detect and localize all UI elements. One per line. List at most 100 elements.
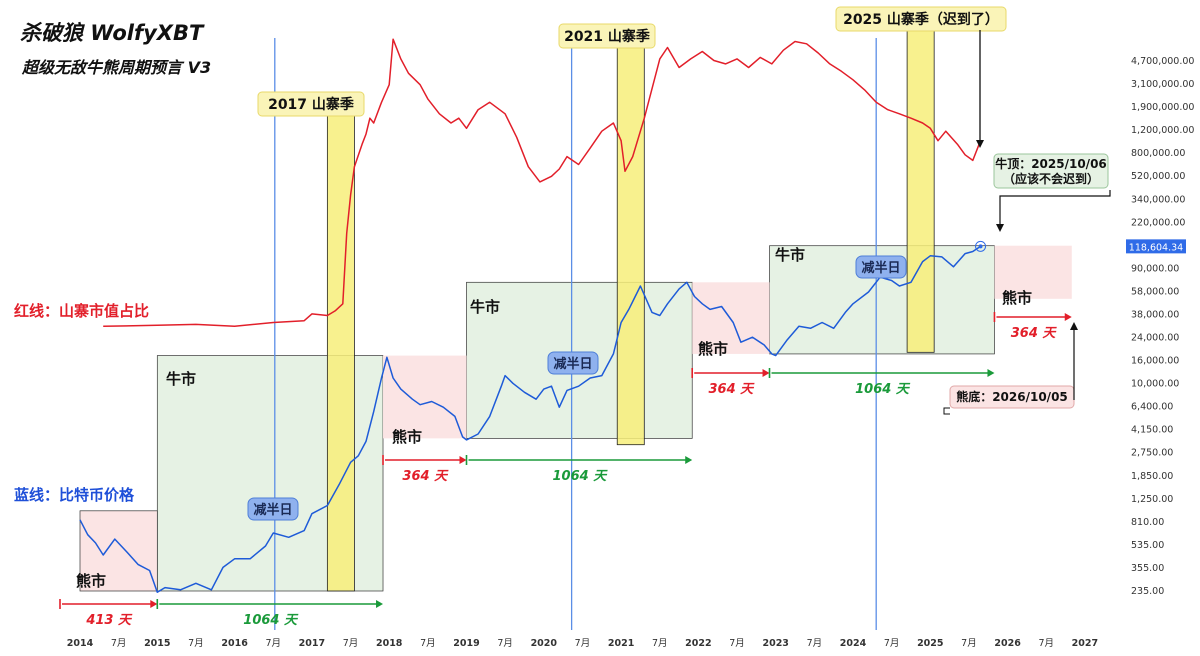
bull-duration-1-head xyxy=(376,600,384,608)
current-price-dot xyxy=(978,244,983,249)
y-tick-15: 6,400.00 xyxy=(1131,402,1173,413)
bull-top-note: （应该不会迟到） xyxy=(1003,171,1099,186)
x-tick-2: 2015 xyxy=(144,638,170,649)
chart-title: 杀破狼 WolfyXBT xyxy=(20,21,205,45)
btc-price-line xyxy=(79,245,981,593)
x-tick-12: 2020 xyxy=(531,638,558,649)
x-tick-7: 7月 xyxy=(343,638,359,649)
bear-bottom-arrowhead xyxy=(1070,322,1078,330)
bear-duration-3-label: 364 天 xyxy=(709,382,756,397)
altseason-box-3 xyxy=(906,26,935,353)
y-tick-9: 90,000.00 xyxy=(1131,263,1179,274)
x-tick-3: 7月 xyxy=(188,638,204,649)
x-tick-10: 2019 xyxy=(453,638,479,649)
x-tick-26: 2027 xyxy=(1072,638,1098,649)
halving-badge-2 xyxy=(547,351,599,375)
season-badge-2 xyxy=(558,23,656,49)
bull-duration-2-label: 1064 天 xyxy=(552,469,608,484)
bear-duration-1-head xyxy=(150,600,158,608)
bear-label-1: 熊市 xyxy=(76,572,106,590)
x-tick-5: 7月 xyxy=(265,638,281,649)
y-tick-14: 10,000.00 xyxy=(1131,379,1179,390)
y-tick-6: 340,000.00 xyxy=(1131,194,1185,205)
x-tick-20: 2024 xyxy=(840,638,867,649)
x-tick-14: 2021 xyxy=(608,638,634,649)
x-tick-15: 7月 xyxy=(652,638,668,649)
season-label-3: 2025 山寨季（迟到了） xyxy=(843,11,999,28)
season-badge-1 xyxy=(257,91,365,117)
bear-label-4: 熊市 xyxy=(1002,289,1032,307)
bull-duration-3-label: 1064 天 xyxy=(855,382,911,397)
x-tick-25: 7月 xyxy=(1038,638,1054,649)
current-price-marker xyxy=(975,240,987,252)
bear-duration-2-head xyxy=(459,456,467,464)
y-tick-13: 16,000.00 xyxy=(1131,356,1179,367)
x-tick-19: 7月 xyxy=(807,638,823,649)
y-tick-0: 4,700,000.00 xyxy=(1131,56,1194,67)
bull-top-arrowhead xyxy=(996,224,1004,232)
halving-label-1: 减半日 xyxy=(253,502,292,518)
x-tick-22: 2025 xyxy=(917,638,943,649)
duration-arrows: 413 天 364 天 364 天 364 天 1064 天 1064 天 1064 天 xyxy=(59,312,1072,628)
bull-duration-2-head xyxy=(685,456,693,464)
x-tick-23: 7月 xyxy=(961,638,977,649)
x-tick-16: 2022 xyxy=(685,638,711,649)
y-tick-3: 1,200,000.00 xyxy=(1131,125,1194,136)
y-tick-12: 24,000.00 xyxy=(1131,333,1179,344)
y-tick-2: 1,900,000.00 xyxy=(1131,102,1194,113)
halving-badge-1 xyxy=(247,497,299,521)
bear-label-3: 熊市 xyxy=(698,340,728,358)
y-tick-23: 235.00 xyxy=(1131,586,1164,597)
bear-label-2: 熊市 xyxy=(392,428,422,446)
x-tick-17: 7月 xyxy=(729,638,745,649)
halving-label-2: 减半日 xyxy=(553,356,592,372)
y-tick-18: 1,850.00 xyxy=(1131,471,1173,482)
altseason-box-1 xyxy=(326,105,355,592)
halving-lines xyxy=(274,38,877,630)
season-label-1: 2017 山寨季 xyxy=(268,96,354,113)
x-tick-21: 7月 xyxy=(884,638,900,649)
y-tick-20: 810.00 xyxy=(1131,517,1164,528)
bear-duration-2-label: 364 天 xyxy=(402,469,449,484)
x-tick-4: 2016 xyxy=(221,638,248,649)
bull-top-badge xyxy=(993,153,1109,189)
y-axis: 4,700,000.00 3,100,000.00 1,900,000.00 1,20… xyxy=(1126,56,1194,597)
x-tick-18: 2023 xyxy=(762,638,788,649)
bull-duration-3-head xyxy=(987,369,995,377)
bull-top-arrow xyxy=(999,190,1111,226)
season-label-2: 2021 山寨季 xyxy=(564,28,650,45)
y-tick-5: 520,000.00 xyxy=(1131,171,1185,182)
x-tick-13: 7月 xyxy=(575,638,591,649)
season-badge-3 xyxy=(835,6,1007,32)
y-tick-10: 58,000.00 xyxy=(1131,286,1179,297)
bear-duration-3-head xyxy=(762,369,770,377)
x-tick-9: 7月 xyxy=(420,638,436,649)
x-tick-8: 2018 xyxy=(376,638,403,649)
bear-box-4 xyxy=(994,245,1072,299)
altseason-boxes xyxy=(326,26,935,592)
bear-bottom-date: 熊底：2026/10/05 xyxy=(956,389,1068,404)
halving-label-3: 减半日 xyxy=(861,260,900,276)
series-lines xyxy=(79,38,987,593)
alt-dominance-line xyxy=(103,38,982,328)
y-tick-11: 38,000.00 xyxy=(1131,309,1179,320)
y-tick-21: 535.00 xyxy=(1131,540,1164,551)
legend-blue-line: 蓝线：比特币价格 xyxy=(14,486,135,504)
y-tick-16: 4,150.00 xyxy=(1131,425,1173,436)
price-tag xyxy=(1126,239,1186,254)
x-tick-11: 7月 xyxy=(497,638,513,649)
chart-subtitle: 超级无敌牛熊周期预言 V3 xyxy=(21,58,211,77)
x-axis: 2014 7月 2015 7月 2016 7月 2017 7月 2018 7月 2019 7月 2020… xyxy=(67,638,1098,649)
price-tag-label: 118,604.34 xyxy=(1129,242,1183,253)
bull-top-date: 牛顶：2025/10/06 xyxy=(995,156,1107,171)
y-tick-4: 800,000.00 xyxy=(1131,148,1185,159)
bear-duration-4-head xyxy=(1064,313,1072,321)
bear-box-2 xyxy=(383,355,467,439)
legend-red-line: 红线：山寨市值占比 xyxy=(14,302,149,320)
x-tick-1: 7月 xyxy=(111,638,127,649)
bear-box-1 xyxy=(79,510,158,592)
bear-duration-1-label: 413 天 xyxy=(85,613,133,628)
bull-label-2: 牛市 xyxy=(470,298,500,316)
y-tick-7: 220,000.00 xyxy=(1131,217,1185,228)
